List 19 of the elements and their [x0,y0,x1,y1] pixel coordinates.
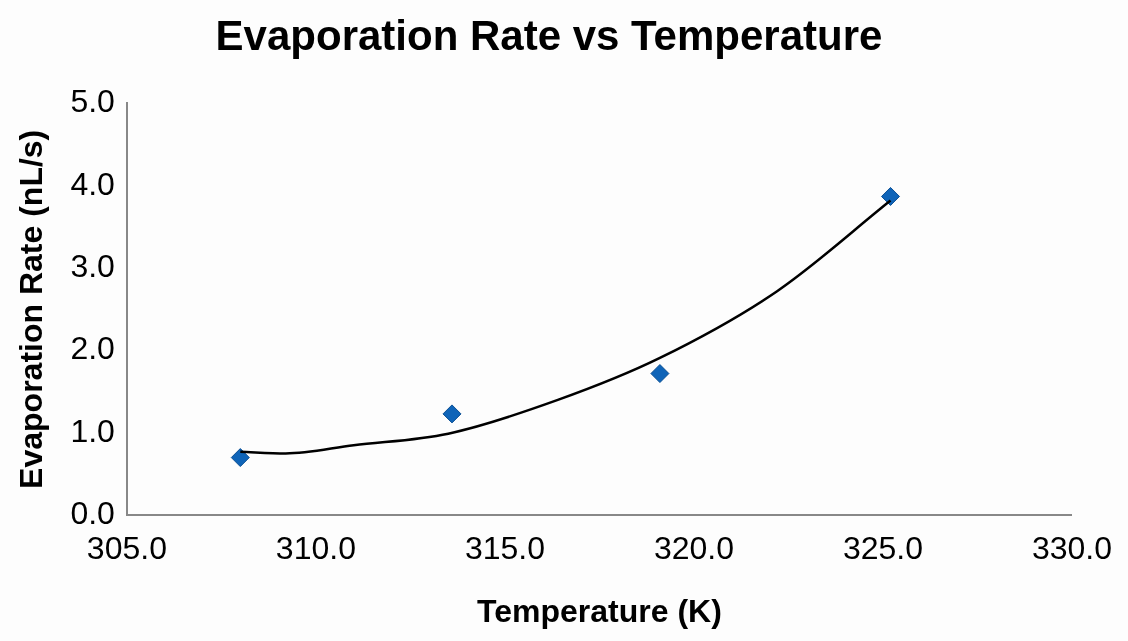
y-tick-label: 2.0 [70,330,115,367]
x-tick-label: 320.0 [653,530,734,567]
y-tick-label: 1.0 [70,412,115,449]
x-tick-label: 305.0 [86,530,167,567]
y-axis-title: Evaporation Rate (nL/s) [13,129,50,489]
chart-title: Evaporation Rate vs Temperature [215,11,883,59]
point [881,186,901,206]
x-axis-title: Temperature (K) [477,592,722,629]
x-tick-label: 310.0 [275,530,356,567]
point [650,364,670,384]
y-tick-label: 0.0 [70,495,115,532]
point [442,404,462,424]
y-tick-label: 5.0 [70,83,115,120]
x-tick-label: 330.0 [1031,530,1112,567]
x-tick-label: 325.0 [842,530,923,567]
x-tick-label: 315.0 [464,530,545,567]
point [230,448,250,468]
y-tick-label: 3.0 [70,247,115,284]
y-tick-label: 4.0 [70,165,115,202]
